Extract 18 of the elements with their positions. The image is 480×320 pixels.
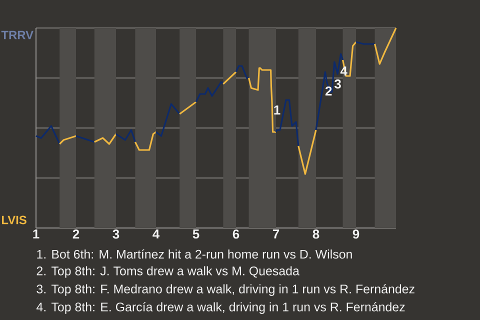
x-tick-label: 8 xyxy=(312,230,320,239)
text: 4. Top 8th: E. García drew a walk, driving in 1 run vs R. Fernández xyxy=(36,302,405,314)
x-tick-label: 9 xyxy=(352,230,360,239)
x-tick-label: 6 xyxy=(232,230,240,239)
text: 2. Top 8th: J. Toms drew a walk vs M. Quesada xyxy=(36,266,300,278)
x-tick-label: 3 xyxy=(112,230,120,239)
text: 3. Top 8th: F. Medrano drew a walk, driving in 1 run vs R. Fernández xyxy=(36,284,414,296)
annotation: 2 xyxy=(325,86,332,96)
x-tick-label: 2 xyxy=(72,230,80,239)
x-tick-label: 1 xyxy=(33,230,40,238)
x-tick-label: 4 xyxy=(152,230,160,238)
text: 1. Bot 6th: M. Martínez hit a 2-run home run vs D. Wilson xyxy=(37,249,352,259)
x-tick-label: 7 xyxy=(272,230,280,238)
x-tick-label: 5 xyxy=(192,230,200,239)
text: LVIS xyxy=(2,216,26,224)
annotation: 1 xyxy=(274,106,280,114)
text: TRRV xyxy=(1,30,34,40)
annotation: 3 xyxy=(334,79,341,89)
